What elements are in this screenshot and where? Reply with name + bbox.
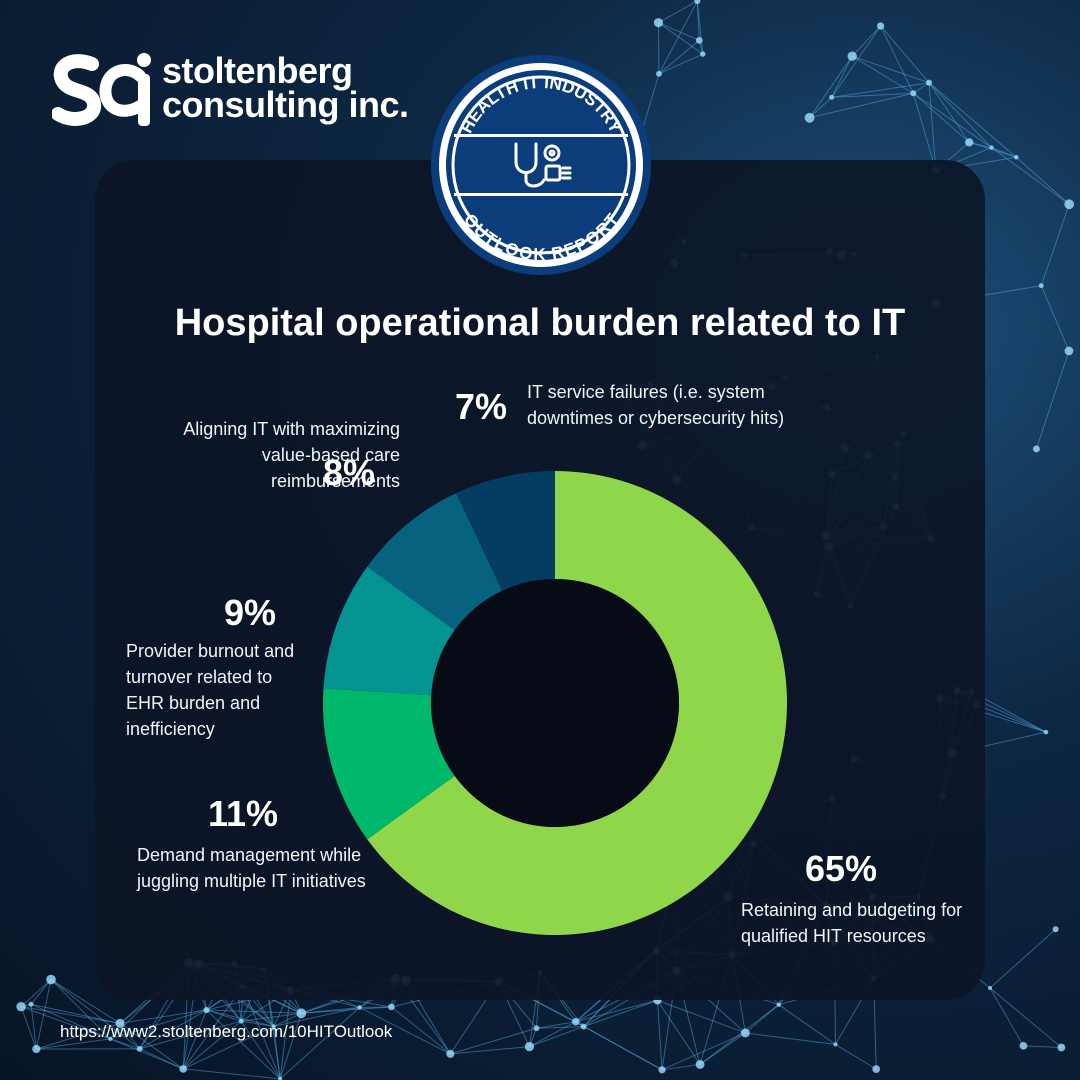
network-node <box>829 94 835 100</box>
outlook-report-badge: HEALTH IT INDUSTRY OUTLOOK REPORT <box>431 55 651 275</box>
network-node <box>740 1028 750 1038</box>
network-node <box>533 1025 540 1032</box>
brand-name-line1: stoltenberg <box>162 50 353 91</box>
network-node <box>238 1018 244 1024</box>
network-node <box>46 974 56 985</box>
slice-value-provider-burnout: 9% <box>224 592 277 633</box>
network-node <box>271 1024 276 1029</box>
network-node <box>847 51 857 61</box>
network-node <box>1057 1043 1066 1052</box>
donut-slice-3 <box>367 493 503 631</box>
network-node <box>833 1042 838 1047</box>
network-node <box>203 1006 210 1014</box>
network-node <box>695 37 703 44</box>
slice-label-demand-management: Demand management while juggling multipl… <box>137 845 366 891</box>
network-node <box>115 1018 125 1028</box>
network-node <box>446 1049 455 1058</box>
network-node <box>571 1018 580 1026</box>
network-node <box>1052 926 1059 933</box>
network-node <box>925 79 933 86</box>
stethoscope-chip-icon <box>514 142 572 188</box>
brand-name-line2: consulting inc. <box>162 84 409 125</box>
network-node <box>1014 154 1019 160</box>
network-node <box>910 90 917 97</box>
slice-label-aligning-it: Aligning IT with maximizing value-based … <box>183 419 400 491</box>
network-node <box>388 1003 395 1011</box>
network-node <box>296 1008 307 1019</box>
network-node <box>1019 1042 1028 1050</box>
network-node <box>32 1044 41 1054</box>
network-node <box>1043 729 1049 735</box>
network-node <box>695 1060 705 1069</box>
donut-slice-2 <box>323 566 455 696</box>
donut-chart <box>323 471 787 936</box>
chart-title: Hospital operational burden related to I… <box>174 302 906 344</box>
company-logo: stoltenberg consulting inc. <box>52 52 412 132</box>
network-node <box>16 1001 26 1012</box>
network-node <box>357 1005 362 1010</box>
slice-label-provider-burnout: Provider burnout and turnover related to… <box>126 641 295 739</box>
network-node <box>179 1065 188 1073</box>
network-node <box>136 1045 143 1052</box>
donut-slice-1 <box>323 688 455 840</box>
network-node <box>656 70 662 77</box>
network-node <box>580 1023 587 1030</box>
donut-slice-4 <box>456 471 555 591</box>
slice-label-retaining-budgeting: Retaining and budgeting for qualified HI… <box>741 900 963 946</box>
sci-logo-mark-icon <box>52 53 151 126</box>
network-node <box>872 1065 881 1073</box>
network-node <box>1032 445 1040 453</box>
network-node <box>804 112 815 123</box>
network-node <box>1038 283 1044 289</box>
network-node <box>876 22 885 30</box>
slice-value-it-failures: 7% <box>455 386 508 427</box>
network-node <box>524 1041 535 1052</box>
network-node <box>1064 346 1074 356</box>
network-node <box>776 1002 781 1007</box>
network-node <box>965 138 974 147</box>
network-node <box>989 145 994 150</box>
network-node <box>653 18 664 28</box>
report-url: https://www2.stoltenberg.com/10HITOutloo… <box>60 1022 393 1041</box>
network-node <box>1064 199 1075 210</box>
slice-value-retaining-budgeting: 65% <box>805 848 878 889</box>
network-node <box>988 985 993 990</box>
network-node <box>278 1076 283 1080</box>
network-node <box>108 1036 113 1041</box>
slice-value-demand-management: 11% <box>208 793 279 834</box>
donut-slice-0 <box>367 471 787 936</box>
network-node <box>700 51 706 57</box>
network-node <box>694 0 701 5</box>
slice-label-it-failures: IT service failures (i.e. system downtim… <box>527 382 785 428</box>
network-node <box>28 1001 34 1007</box>
slice-value-aligning-it: 8% <box>323 452 376 493</box>
donut-hole <box>431 579 679 827</box>
network-node <box>658 1066 666 1074</box>
